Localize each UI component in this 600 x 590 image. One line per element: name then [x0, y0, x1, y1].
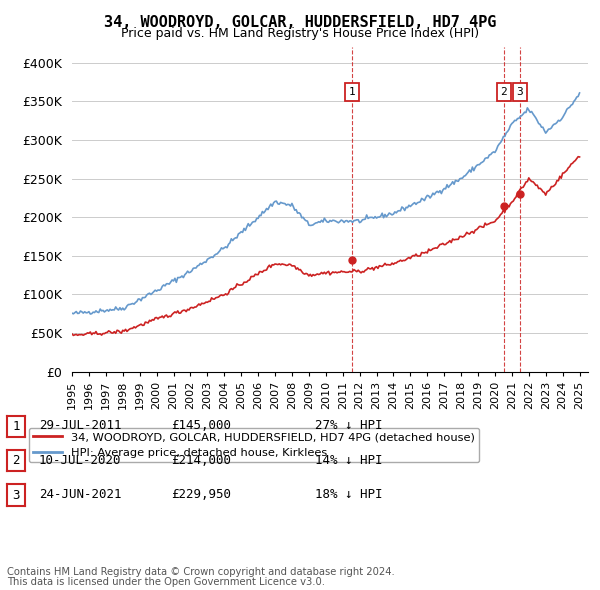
Legend: 34, WOODROYD, GOLCAR, HUDDERSFIELD, HD7 4PG (detached house), HPI: Average price: 34, WOODROYD, GOLCAR, HUDDERSFIELD, HD7 … — [29, 428, 479, 463]
Text: 14% ↓ HPI: 14% ↓ HPI — [315, 454, 383, 467]
Text: Price paid vs. HM Land Registry's House Price Index (HPI): Price paid vs. HM Land Registry's House … — [121, 27, 479, 40]
Text: 1: 1 — [13, 420, 20, 433]
Text: 10-JUL-2020: 10-JUL-2020 — [39, 454, 121, 467]
Text: Contains HM Land Registry data © Crown copyright and database right 2024.: Contains HM Land Registry data © Crown c… — [7, 567, 395, 577]
Text: This data is licensed under the Open Government Licence v3.0.: This data is licensed under the Open Gov… — [7, 577, 325, 587]
Text: 3: 3 — [13, 489, 20, 502]
Text: 27% ↓ HPI: 27% ↓ HPI — [315, 419, 383, 432]
Text: 24-JUN-2021: 24-JUN-2021 — [39, 488, 121, 501]
Text: 18% ↓ HPI: 18% ↓ HPI — [315, 488, 383, 501]
Text: 1: 1 — [349, 87, 356, 97]
Text: £229,950: £229,950 — [171, 488, 231, 501]
Text: 2: 2 — [13, 454, 20, 467]
Text: 29-JUL-2011: 29-JUL-2011 — [39, 419, 121, 432]
Text: £145,000: £145,000 — [171, 419, 231, 432]
Text: 2: 2 — [500, 87, 507, 97]
Text: £214,000: £214,000 — [171, 454, 231, 467]
Text: 3: 3 — [517, 87, 523, 97]
Text: 34, WOODROYD, GOLCAR, HUDDERSFIELD, HD7 4PG: 34, WOODROYD, GOLCAR, HUDDERSFIELD, HD7 … — [104, 15, 496, 30]
